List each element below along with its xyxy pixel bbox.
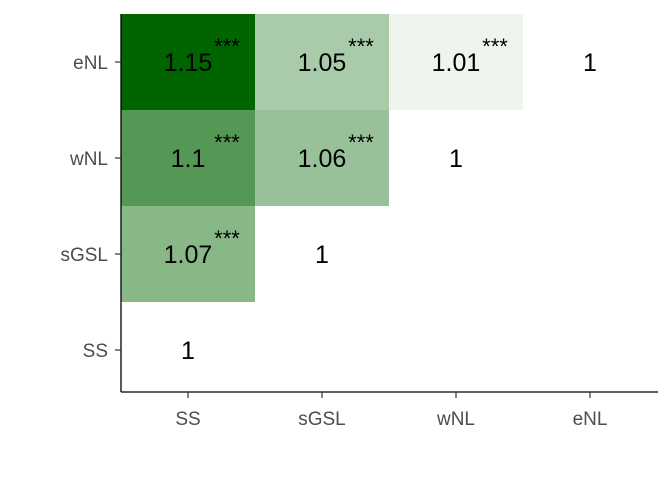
- cell-significance-label: ***: [214, 226, 240, 251]
- cell-significance-label: ***: [348, 34, 374, 59]
- heatmap-cell-wNL-sGSL: [255, 110, 389, 206]
- heatmap-cell-wNL-SS: [121, 110, 255, 206]
- cell-value-label: 1.01: [432, 49, 481, 77]
- x-axis-ticks: SS sGSL wNL eNL: [175, 392, 607, 430]
- y-tick-label: wNL: [69, 149, 108, 170]
- cell-value-label: 1.15: [164, 49, 213, 77]
- x-tick-label: SS: [175, 409, 200, 430]
- cell-value-label: 1: [181, 337, 195, 365]
- y-tick-label: SS: [83, 341, 108, 362]
- y-tick-label: eNL: [73, 53, 108, 74]
- heatmap-cell-labels: 1.15***1.05***1.01***11.1***1.06***11.07…: [164, 34, 597, 365]
- cell-value-label: 1: [449, 145, 463, 173]
- heatmap-cell-eNL-sGSL: [255, 14, 389, 110]
- heatmap-cells: [121, 14, 523, 302]
- axes: [120, 14, 658, 393]
- cell-significance-label: ***: [348, 130, 374, 155]
- cell-value-label: 1: [583, 49, 597, 77]
- x-tick-label: wNL: [436, 409, 475, 430]
- cell-value-label: 1: [315, 241, 329, 269]
- x-tick-label: sGSL: [298, 409, 346, 430]
- x-tick-label: eNL: [573, 409, 608, 430]
- cell-value-label: 1.1: [171, 145, 206, 173]
- y-tick-label: sGSL: [60, 245, 108, 266]
- cell-significance-label: ***: [482, 34, 508, 59]
- cell-value-label: 1.05: [298, 49, 347, 77]
- cell-significance-label: ***: [214, 130, 240, 155]
- heatmap-cell-eNL-SS: [121, 14, 255, 110]
- y-axis-ticks: SS sGSL wNL eNL: [60, 53, 121, 362]
- heatmap-cell-sGSL-SS: [121, 206, 255, 302]
- cell-significance-label: ***: [214, 34, 240, 59]
- cell-value-label: 1.06: [298, 145, 347, 173]
- cell-value-label: 1.07: [164, 241, 213, 269]
- heatmap-cell-eNL-wNL: [389, 14, 523, 110]
